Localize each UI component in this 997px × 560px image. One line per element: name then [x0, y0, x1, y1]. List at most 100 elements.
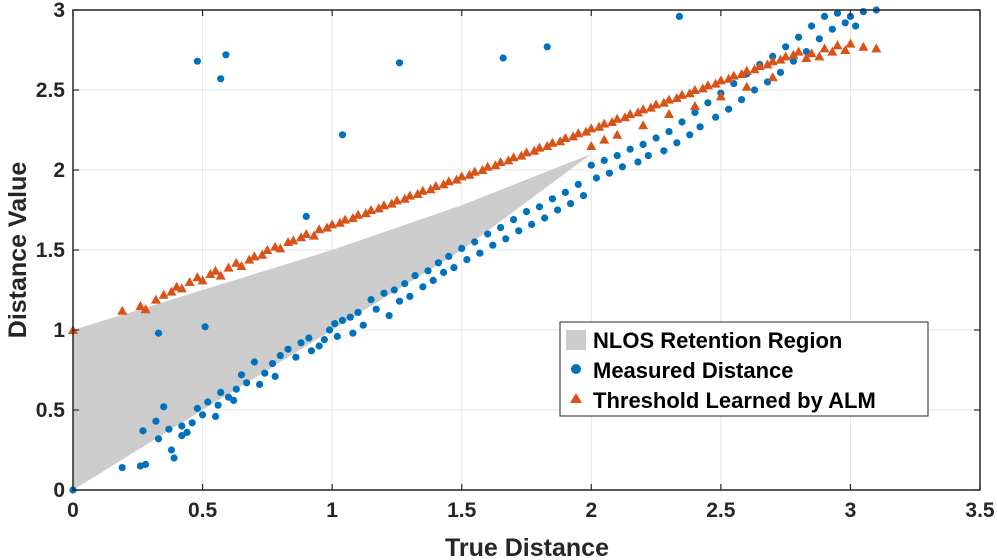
measured-point	[489, 241, 497, 249]
threshold-point	[555, 136, 566, 146]
measured-point	[644, 152, 652, 160]
measured-point	[165, 425, 173, 433]
threshold-point	[723, 73, 734, 83]
measured-point	[307, 347, 316, 355]
threshold-point	[814, 51, 825, 61]
measured-point	[230, 396, 238, 404]
measured-point	[268, 360, 277, 368]
measured-point	[346, 313, 354, 321]
measured-point	[782, 43, 790, 51]
threshold-point	[612, 129, 623, 139]
threshold-point	[832, 40, 843, 50]
measured-point	[333, 332, 341, 340]
measured-point	[613, 152, 621, 160]
threshold-point	[638, 104, 649, 114]
threshold-point	[347, 213, 358, 222]
measured-point	[579, 192, 588, 200]
threshold-point	[140, 304, 151, 314]
measured-point	[237, 371, 246, 379]
threshold-point	[386, 198, 397, 208]
threshold-point	[780, 51, 791, 61]
x-axis-ticks: 0 0.5 1 1.5 2 2.5 3 3.5	[67, 10, 995, 522]
threshold-point	[391, 195, 402, 205]
y-tick-label: 3	[53, 0, 65, 22]
measured-point	[178, 422, 186, 430]
measured-point	[424, 267, 432, 275]
measured-point	[696, 123, 704, 131]
threshold-point	[482, 161, 493, 171]
measured-point	[224, 393, 233, 401]
threshold-point	[477, 165, 488, 174]
measured-point	[704, 99, 712, 107]
threshold-point	[767, 56, 778, 66]
threshold-point	[262, 245, 273, 254]
threshold-point	[490, 160, 501, 170]
threshold-point	[451, 174, 462, 184]
threshold-point	[651, 99, 662, 109]
threshold-point	[412, 189, 423, 198]
x-tick-label: 2.5	[706, 499, 736, 522]
threshold-point	[469, 166, 480, 176]
y-axis-title: Distance Value	[4, 162, 32, 339]
threshold-point	[658, 97, 669, 107]
measured-point	[665, 128, 673, 136]
measured-point	[496, 224, 505, 232]
x-tick-label: 0.5	[188, 499, 218, 522]
threshold-point	[430, 181, 441, 190]
measured-point	[815, 35, 823, 43]
threshold-point	[801, 53, 812, 62]
measured-point	[325, 326, 334, 334]
y-tick-label: 2.5	[36, 79, 66, 102]
measured-point	[634, 158, 642, 166]
measured-point	[820, 12, 829, 20]
measured-point	[592, 174, 601, 182]
threshold-point	[257, 249, 268, 259]
threshold-point	[503, 155, 514, 165]
x-tick-label: 3	[845, 499, 857, 522]
x-axis-title: True Distance	[445, 534, 609, 560]
measured-point	[354, 308, 362, 316]
measured-point	[574, 180, 582, 188]
threshold-point	[767, 72, 778, 82]
threshold-point	[158, 289, 169, 299]
threshold-point	[529, 145, 540, 155]
measured-point	[434, 259, 442, 267]
threshold-point	[135, 301, 146, 310]
measured-point	[302, 212, 310, 220]
threshold-point	[296, 232, 307, 242]
threshold-point	[710, 78, 721, 88]
measured-point	[217, 388, 225, 396]
measured-point	[170, 454, 178, 462]
measured-point	[193, 404, 201, 412]
threshold-point	[166, 286, 177, 296]
measured-point	[566, 200, 575, 208]
threshold-point	[184, 277, 195, 286]
x-tick-label: 2	[585, 499, 597, 522]
measured-point	[178, 432, 186, 440]
threshold-point	[508, 152, 519, 162]
measured-point	[305, 334, 313, 342]
measured-point	[833, 9, 842, 17]
measured-point	[359, 321, 367, 329]
threshold-point	[573, 128, 584, 138]
threshold-point	[117, 305, 128, 315]
threshold-point	[612, 113, 623, 123]
threshold-point	[845, 38, 856, 48]
measured-point	[807, 22, 816, 30]
measured-point	[429, 276, 437, 284]
threshold-point	[236, 261, 247, 270]
threshold-point	[728, 70, 739, 80]
threshold-point	[560, 133, 571, 142]
legend-measured-marker	[571, 364, 581, 374]
measured-point	[541, 214, 549, 222]
measured-point	[232, 385, 240, 393]
threshold-point	[775, 54, 786, 64]
measured-point	[331, 320, 339, 328]
y-axis-ticks: 0 0.5 1 1.5 2 2.5 3	[36, 0, 980, 502]
measured-point	[152, 417, 160, 425]
measured-point	[484, 230, 492, 238]
threshold-point	[607, 117, 618, 126]
threshold-point	[671, 93, 682, 102]
measured-point	[211, 412, 220, 420]
measured-point	[548, 195, 557, 203]
